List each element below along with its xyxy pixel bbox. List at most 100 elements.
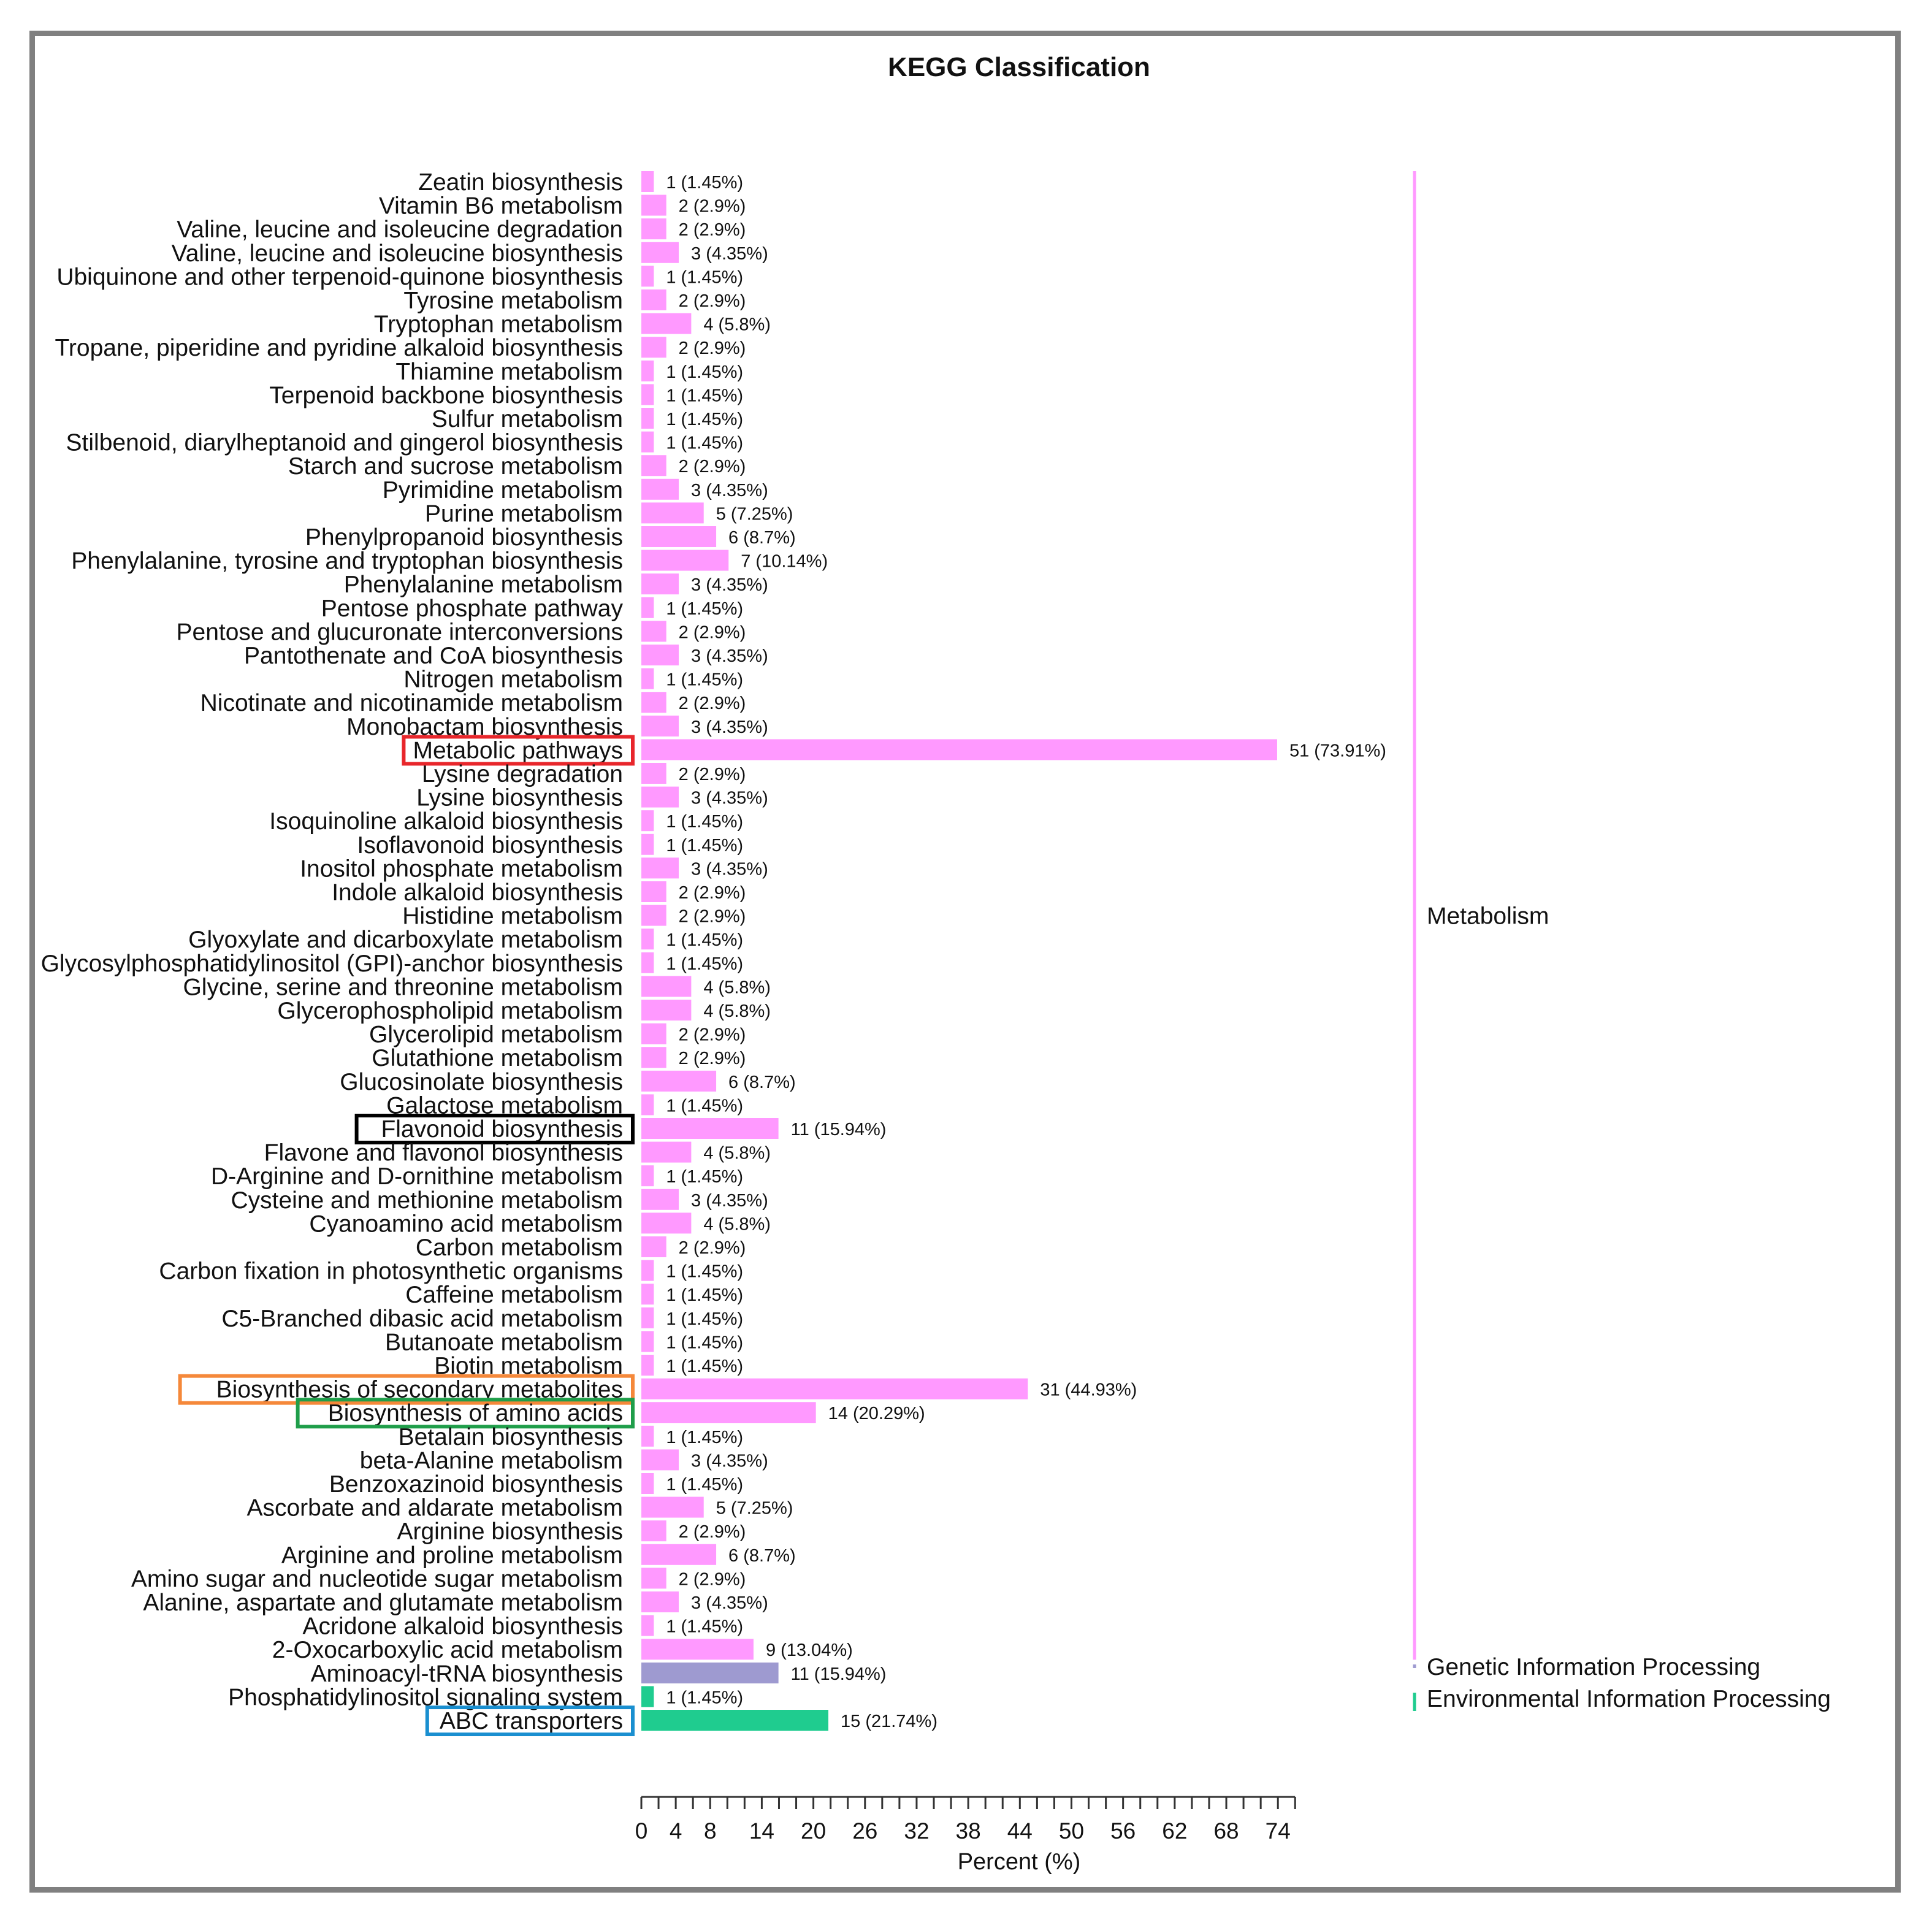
bar	[641, 218, 666, 240]
highlight-box	[425, 1706, 635, 1736]
category-label: Tyrosine metabolism	[403, 288, 623, 314]
value-label: 1 (1.45%)	[666, 1167, 743, 1187]
category-label: Nitrogen metabolism	[403, 667, 623, 693]
value-label: 1 (1.45%)	[666, 1428, 743, 1447]
value-label: 1 (1.45%)	[666, 930, 743, 950]
value-label: 2 (2.9%)	[679, 1049, 746, 1068]
bar	[641, 597, 654, 618]
bar	[641, 431, 654, 453]
value-label: 1 (1.45%)	[666, 599, 743, 619]
value-label: 6 (8.7%)	[728, 1546, 796, 1566]
bar	[641, 645, 679, 665]
bar	[641, 573, 679, 595]
x-tick-label: 74	[1266, 1818, 1291, 1844]
value-label: 4 (5.8%)	[703, 1144, 771, 1163]
value-label: 4 (5.8%)	[703, 1214, 771, 1234]
x-axis-title: Percent (%)	[958, 1849, 1081, 1875]
value-label: 1 (1.45%)	[666, 1262, 743, 1282]
value-label: 1 (1.45%)	[666, 812, 743, 832]
category-label: Inositol phosphate metabolism	[300, 856, 623, 882]
category-label: ABC transporters	[440, 1708, 623, 1734]
value-label: 7 (10.14%)	[741, 552, 828, 572]
chart-title: KEGG Classification	[888, 52, 1150, 82]
bar	[641, 1189, 679, 1210]
x-tick-label: 26	[852, 1818, 877, 1844]
category-label: Zeatin biosynthesis	[418, 169, 623, 196]
value-label: 2 (2.9%)	[679, 339, 746, 358]
value-label: 51 (73.91%)	[1289, 741, 1386, 760]
bar	[641, 905, 666, 926]
category-label: Purine metabolism	[425, 500, 623, 527]
value-label: 14 (20.29%)	[828, 1404, 925, 1423]
category-label: Phenylalanine metabolism	[344, 572, 623, 598]
value-label: 31 (44.93%)	[1040, 1380, 1137, 1400]
category-label: Pentose and glucuronate interconversions	[177, 619, 623, 645]
bar	[641, 1568, 666, 1589]
category-label: Isoflavonoid biosynthesis	[357, 832, 623, 859]
bar	[641, 1425, 654, 1447]
bar	[641, 1639, 754, 1660]
category-label: Amino sugar and nucleotide sugar metabol…	[131, 1566, 623, 1592]
value-label: 2 (2.9%)	[679, 291, 746, 311]
bar	[641, 1070, 717, 1092]
bar	[641, 692, 666, 713]
value-label: 1 (1.45%)	[666, 954, 743, 974]
bar	[641, 810, 654, 832]
value-label: 2 (2.9%)	[679, 694, 746, 713]
bar	[641, 1331, 654, 1352]
value-label: 4 (5.8%)	[703, 1001, 771, 1021]
highlight-box	[296, 1398, 635, 1429]
value-label: 1 (1.45%)	[666, 173, 743, 193]
bar	[641, 739, 1277, 760]
bar	[641, 857, 679, 879]
category-label: Isoquinoline alkaloid biosynthesis	[269, 808, 623, 835]
value-label: 1 (1.45%)	[666, 386, 743, 405]
value-label: 2 (2.9%)	[679, 197, 746, 216]
bar	[641, 455, 666, 477]
category-label: Cysteine and methionine metabolism	[231, 1187, 623, 1214]
x-tick-label: 0	[635, 1818, 648, 1844]
legend-label-genetic: Genetic Information Processing	[1427, 1654, 1760, 1680]
value-label: 1 (1.45%)	[666, 1688, 743, 1707]
category-label: 2-Oxocarboxylic acid metabolism	[272, 1637, 623, 1663]
value-label: 3 (4.35%)	[691, 1593, 768, 1613]
x-tick-label: 56	[1110, 1818, 1136, 1844]
category-label: Glycerolipid metabolism	[369, 1022, 623, 1048]
bar	[641, 1449, 679, 1471]
category-label: Glutathione metabolism	[372, 1045, 623, 1071]
value-label: 4 (5.8%)	[703, 315, 771, 335]
category-label: Sulfur metabolism	[432, 406, 623, 432]
value-label: 5 (7.25%)	[716, 1499, 793, 1518]
bar	[641, 1212, 692, 1234]
x-tick-label: 50	[1059, 1818, 1084, 1844]
bar	[641, 1591, 679, 1612]
category-label: Arginine and proline metabolism	[281, 1542, 623, 1569]
bar	[641, 289, 666, 310]
value-label: 2 (2.9%)	[679, 907, 746, 927]
category-label: Phenylpropanoid biosynthesis	[305, 524, 623, 551]
category-label: Aminoacyl-tRNA biosynthesis	[311, 1661, 623, 1687]
bar	[641, 1165, 654, 1187]
value-label: 2 (2.9%)	[679, 1025, 746, 1045]
bar	[641, 526, 717, 547]
value-label: 1 (1.45%)	[666, 836, 743, 856]
category-label: D-Arginine and D-ornithine metabolism	[211, 1163, 623, 1190]
category-label: Valine, leucine and isoleucine degradati…	[177, 216, 623, 243]
value-label: 2 (2.9%)	[679, 457, 746, 477]
value-label: 1 (1.45%)	[666, 670, 743, 690]
value-label: 1 (1.45%)	[666, 434, 743, 453]
bar	[641, 313, 692, 334]
value-label: 6 (8.7%)	[728, 528, 796, 548]
value-label: 1 (1.45%)	[666, 410, 743, 429]
category-label: Flavone and flavonol biosynthesis	[264, 1140, 623, 1166]
category-label: Ubiquinone and other terpenoid-quinone b…	[56, 264, 623, 290]
category-label: Valine, leucine and isoleucine biosynthe…	[172, 240, 623, 267]
value-label: 3 (4.35%)	[691, 575, 768, 595]
category-label: Cyanoamino acid metabolism	[309, 1211, 623, 1237]
value-label: 1 (1.45%)	[666, 1333, 743, 1352]
x-tick-label: 20	[801, 1818, 826, 1844]
category-label: Metabolic pathways	[413, 737, 623, 764]
bar	[641, 1141, 692, 1163]
value-label: 1 (1.45%)	[666, 362, 743, 382]
